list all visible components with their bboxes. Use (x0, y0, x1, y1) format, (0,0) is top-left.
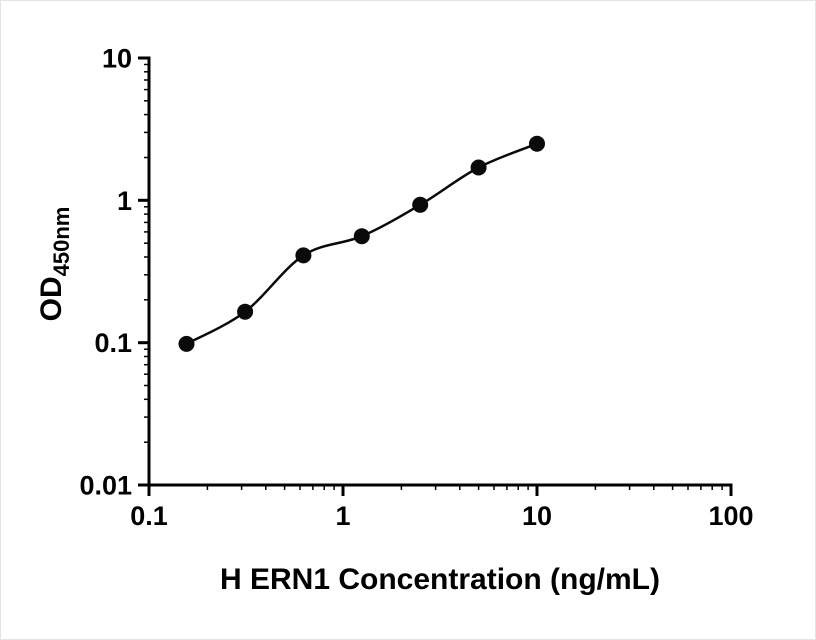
x-axis-label: H ERN1 Concentration (ng/mL) (220, 563, 660, 596)
x-tick-label: 10 (522, 501, 552, 531)
data-point-marker (178, 335, 195, 352)
y-tick-label: 0.01 (79, 471, 132, 501)
x-tick-label: 0.1 (130, 501, 168, 531)
data-point-marker (470, 159, 487, 176)
y-tick-label: 10 (102, 44, 132, 74)
y-axis-label-main: OD (35, 276, 68, 321)
data-point-marker (529, 135, 545, 152)
y-tick-label: 0.1 (94, 328, 132, 358)
axis-lines (147, 56, 733, 487)
data-point-marker (237, 303, 254, 320)
y-axis-label-sub: 450nm (49, 207, 74, 277)
data-points (178, 135, 545, 352)
data-point-marker (412, 196, 429, 213)
axes (147, 56, 733, 487)
x-tick-label: 100 (708, 501, 753, 531)
major-ticks (138, 56, 733, 496)
y-axis-label: OD450nm (35, 207, 74, 322)
y-tick-label: 1 (117, 186, 132, 216)
data-point-marker (353, 228, 370, 245)
x-tick-label: 1 (335, 501, 350, 531)
data-point-marker (295, 247, 312, 264)
minor-ticks (144, 63, 723, 490)
